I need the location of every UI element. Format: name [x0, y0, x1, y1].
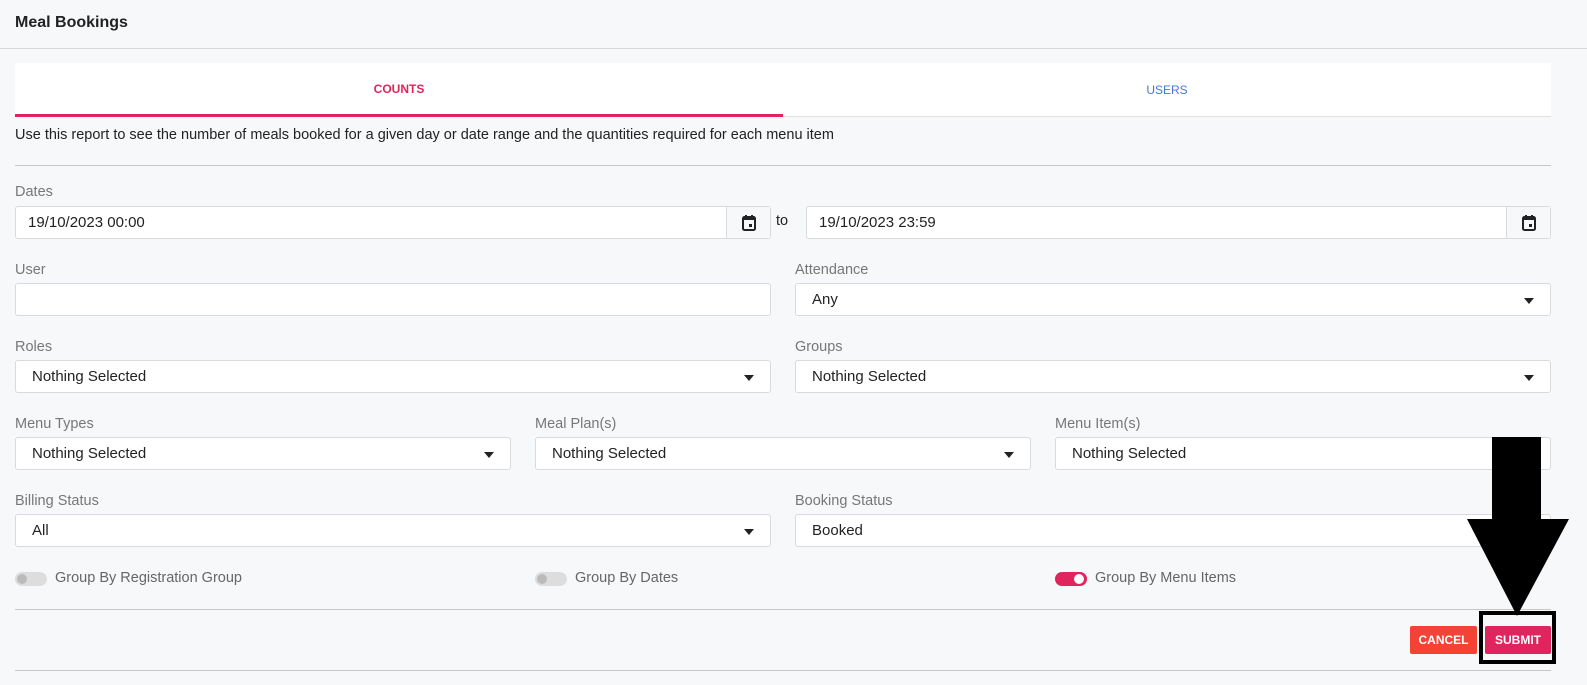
date-to-input[interactable]: 19/10/2023 23:59 — [806, 206, 1551, 239]
menu-types-label: Menu Types — [15, 416, 94, 432]
toggle-group-by-registration-group[interactable] — [15, 572, 47, 586]
toggle-label: Group By Dates — [575, 570, 679, 586]
chevron-down-icon — [1004, 452, 1014, 458]
divider — [15, 670, 1551, 671]
menu-types-value: Nothing Selected — [32, 445, 147, 462]
chevron-down-icon — [1524, 298, 1534, 304]
billing-status-value: All — [32, 522, 49, 539]
menu-items-select[interactable]: Nothing Selected — [1055, 437, 1551, 470]
page-title: Meal Bookings — [15, 14, 128, 31]
booking-status-select[interactable]: Booked — [795, 514, 1551, 547]
dates-label: Dates — [15, 184, 53, 200]
tab-counts[interactable]: COUNTS — [15, 63, 783, 117]
meal-plans-value: Nothing Selected — [552, 445, 667, 462]
date-to-value: 19/10/2023 23:59 — [819, 214, 936, 231]
tab-users[interactable]: USERS — [1146, 83, 1188, 97]
attendance-select[interactable]: Any — [795, 283, 1551, 316]
annotation-arrow-down-icon — [1467, 437, 1569, 616]
to-label: to — [776, 213, 789, 229]
chevron-down-icon — [744, 375, 754, 381]
toggle-group-by-menu-items[interactable] — [1055, 572, 1087, 586]
groups-select[interactable]: Nothing Selected — [795, 360, 1551, 393]
submit-button[interactable]: SUBMIT — [1485, 626, 1551, 654]
meal-plans-select[interactable]: Nothing Selected — [535, 437, 1031, 470]
groups-label: Groups — [795, 339, 843, 355]
roles-value: Nothing Selected — [32, 368, 147, 385]
chevron-down-icon — [744, 529, 754, 535]
meal-plans-label: Meal Plan(s) — [535, 416, 617, 432]
groups-value: Nothing Selected — [812, 368, 927, 385]
billing-status-label: Billing Status — [15, 493, 99, 509]
toggle-label: Group By Registration Group — [55, 570, 242, 586]
divider — [15, 609, 1551, 610]
date-from-value: 19/10/2023 00:00 — [28, 214, 145, 231]
booking-status-label: Booking Status — [795, 493, 893, 509]
attendance-value: Any — [812, 291, 838, 308]
calendar-icon[interactable] — [726, 207, 770, 238]
toggle-group-by-dates[interactable] — [535, 572, 567, 586]
attendance-label: Attendance — [795, 262, 869, 278]
cancel-button[interactable]: CANCEL — [1410, 626, 1477, 654]
menu-items-value: Nothing Selected — [1072, 445, 1187, 462]
report-description: Use this report to see the number of mea… — [15, 127, 834, 143]
header-divider — [0, 48, 1587, 49]
chevron-down-icon — [484, 452, 494, 458]
report-tabs: COUNTS USERS — [15, 63, 1551, 117]
calendar-icon[interactable] — [1506, 207, 1550, 238]
roles-label: Roles — [15, 339, 53, 355]
divider — [15, 165, 1551, 166]
roles-select[interactable]: Nothing Selected — [15, 360, 771, 393]
billing-status-select[interactable]: All — [15, 514, 771, 547]
annotation-highlight-box — [1479, 611, 1556, 664]
booking-status-value: Booked — [812, 522, 863, 539]
user-input[interactable] — [15, 283, 771, 316]
menu-items-label: Menu Item(s) — [1055, 416, 1141, 432]
toggle-label: Group By Menu Items — [1095, 570, 1237, 586]
date-from-input[interactable]: 19/10/2023 00:00 — [15, 206, 771, 239]
menu-types-select[interactable]: Nothing Selected — [15, 437, 511, 470]
chevron-down-icon — [1524, 375, 1534, 381]
user-label: User — [15, 262, 46, 278]
